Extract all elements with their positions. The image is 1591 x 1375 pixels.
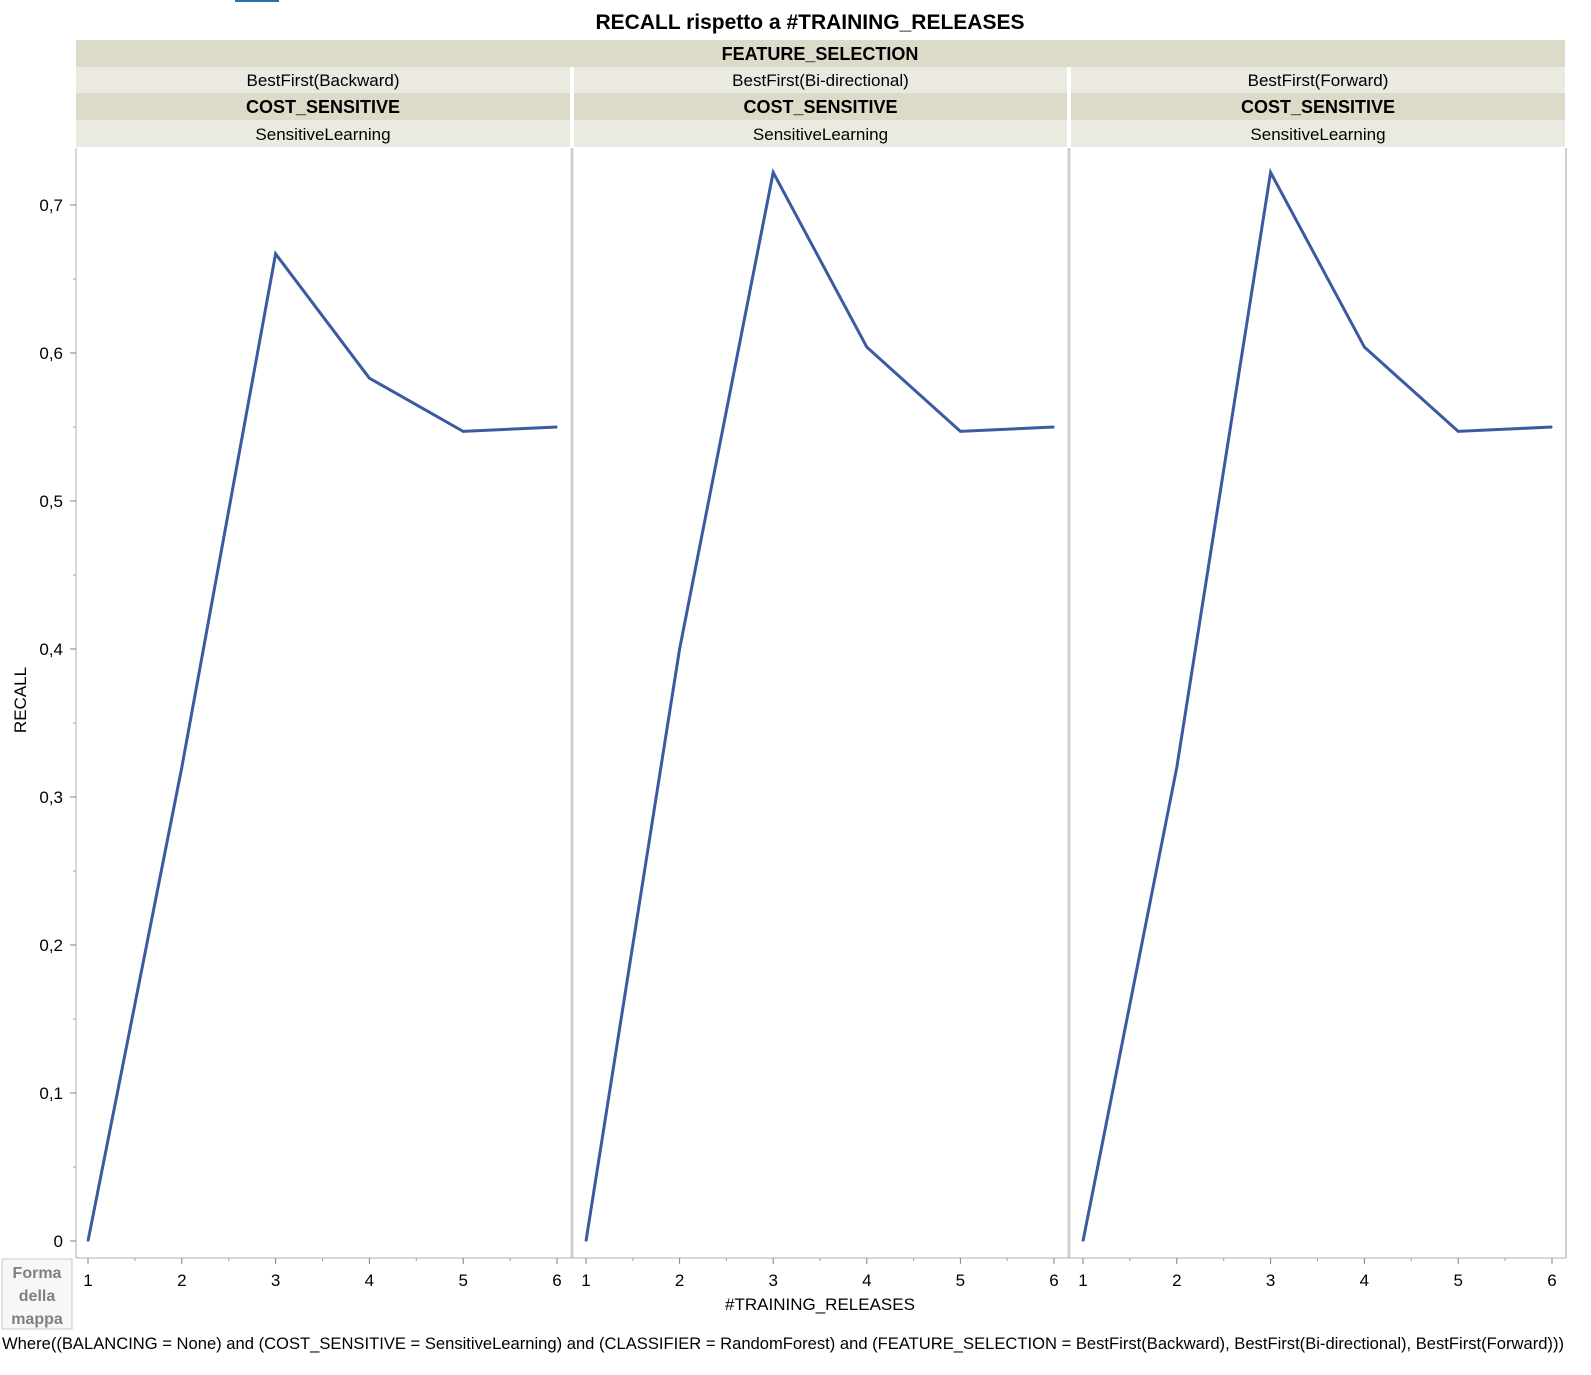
panel-cost-value-label-3: SensitiveLearning	[1250, 125, 1385, 144]
recall-data-point	[462, 430, 465, 433]
recall-data-point	[1082, 1240, 1084, 1242]
recall-series-line-2	[584, 167, 1055, 1242]
panel-header-feature-3	[1071, 67, 1565, 93]
panel-plot-area-1	[76, 148, 570, 1258]
x-tick-label: 1	[1078, 1271, 1087, 1290]
x-tick-label: 6	[1049, 1271, 1058, 1290]
recall-data-point	[1457, 430, 1459, 433]
y-tick-label: 0,4	[39, 640, 63, 659]
recall-data-point	[1551, 426, 1553, 428]
recall-data-point	[866, 346, 868, 348]
active-tab-indicator	[235, 0, 279, 2]
x-tick-label: 4	[365, 1271, 374, 1290]
x-tick-label: 3	[1266, 1271, 1275, 1290]
recall-data-point	[585, 1240, 587, 1242]
map-shape-button-label: mappa	[11, 1311, 63, 1328]
x-tick-label: 5	[458, 1271, 467, 1290]
x-tick-label: 4	[862, 1271, 871, 1290]
panel-header-feature-1	[76, 67, 570, 93]
x-tick-label: 3	[271, 1271, 280, 1290]
x-tick-label: 4	[1360, 1271, 1369, 1290]
panel-header-cost-value-1	[76, 120, 570, 147]
y-tick-label: 0,5	[39, 492, 63, 511]
feature-selection-header-label: FEATURE_SELECTION	[722, 44, 919, 64]
map-shape-button[interactable]	[1, 1258, 73, 1330]
x-tick-label: 2	[675, 1271, 684, 1290]
recall-data-point	[1363, 346, 1366, 348]
panel-header-cost-value-2	[574, 120, 1067, 147]
panel-plot-area-3	[1071, 148, 1565, 1258]
x-tick-label: 1	[83, 1271, 92, 1290]
map-shape-button-label: Forma	[13, 1265, 62, 1282]
y-tick-label: 0,3	[39, 788, 63, 807]
recall-data-point	[181, 766, 183, 769]
feature-selection-header	[76, 40, 1565, 67]
x-tick-label: 5	[956, 1271, 965, 1290]
x-tick-label: 6	[1547, 1271, 1556, 1290]
recall-data-point	[1053, 426, 1055, 428]
where-clause-footer: Where((BALANCING = None) and (COST_SENSI…	[2, 1334, 1564, 1353]
panel-header-cost-1	[76, 93, 570, 120]
panel-cost-value-label-2: SensitiveLearning	[753, 125, 888, 144]
y-tick-label: 0,1	[39, 1084, 63, 1103]
recall-data-point	[274, 253, 277, 255]
panel-cost-header-label-2: COST_SENSITIVE	[743, 97, 897, 117]
x-tick-label: 1	[581, 1271, 590, 1290]
recall-data-point	[772, 171, 774, 174]
panel-cost-value-label-1: SensitiveLearning	[255, 125, 390, 144]
y-tick-label: 0	[54, 1232, 63, 1251]
y-tick-label: 0,7	[39, 196, 63, 215]
x-tick-label: 2	[177, 1271, 186, 1290]
recall-data-point	[959, 430, 962, 433]
recall-series-line-1	[86, 250, 558, 1242]
panel-feature-label-2: BestFirst(Bi-directional)	[732, 71, 909, 90]
recall-series-line-3	[1081, 167, 1553, 1242]
panel-header-cost-value-3	[1071, 120, 1565, 147]
panel-feature-label-3: BestFirst(Forward)	[1248, 71, 1389, 90]
recall-data-point	[556, 426, 558, 428]
panel-cost-header-label-3: COST_SENSITIVE	[1241, 97, 1395, 117]
recall-data-point	[1269, 171, 1272, 174]
y-axis-label: RECALL	[11, 667, 30, 733]
panel-header-cost-3	[1071, 93, 1565, 120]
panel-header-cost-2	[574, 93, 1067, 120]
y-tick-label: 0,6	[39, 344, 63, 363]
recall-data-point	[1176, 766, 1178, 769]
x-tick-label: 6	[552, 1271, 561, 1290]
map-shape-button-label: della	[19, 1288, 56, 1305]
panel-cost-header-label-1: COST_SENSITIVE	[246, 97, 400, 117]
y-tick-label: 0,2	[39, 936, 63, 955]
recall-data-point	[678, 648, 681, 650]
recall-data-point	[368, 377, 371, 379]
panel-header-feature-2	[574, 67, 1067, 93]
x-tick-label: 5	[1453, 1271, 1462, 1290]
panel-feature-label-1: BestFirst(Backward)	[246, 71, 399, 90]
chart-title: RECALL rispetto a #TRAINING_RELEASES	[595, 11, 1024, 34]
x-tick-label: 2	[1172, 1271, 1181, 1290]
x-tick-label: 3	[768, 1271, 777, 1290]
panel-plot-area-2	[574, 148, 1067, 1258]
x-axis-label: #TRAINING_RELEASES	[725, 1295, 915, 1314]
recall-data-point	[87, 1240, 89, 1242]
